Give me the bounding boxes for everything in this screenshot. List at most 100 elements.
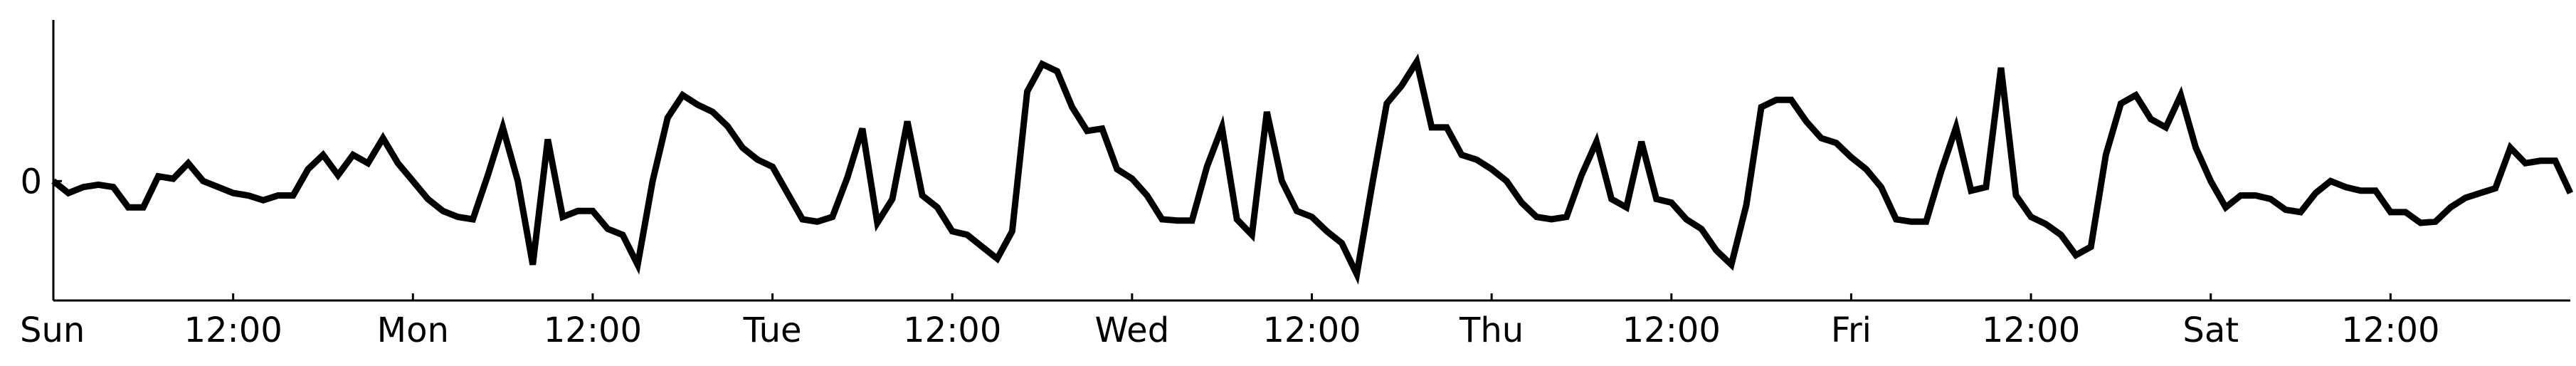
data-point [1506,180,1507,182]
data-point [562,216,564,218]
data-point [142,206,144,208]
data-point [667,117,668,118]
x-tick-label: 12:00 [544,310,642,350]
data-point [981,246,983,248]
data-point [1356,273,1358,275]
data-point [817,221,818,222]
data-point [157,176,159,177]
data-point [1671,202,1672,203]
data-point [832,216,833,218]
data-point [1731,264,1732,266]
x-tick-label: Sun [20,310,85,350]
x-tick-label: Tue [743,310,802,350]
data-point [1626,206,1627,208]
x-tick-label: 12:00 [903,310,1001,350]
data-point [1386,103,1388,104]
data-point [547,139,549,140]
data-point [936,206,938,208]
data-point [1176,220,1178,221]
data-point [203,180,204,182]
data-point [2495,187,2496,189]
x-tick-label: 12:00 [1982,310,2080,350]
data-point [1191,220,1193,221]
data-point [1161,219,1163,220]
data-point [1761,106,1762,108]
data-point [1835,142,1837,144]
data-point [127,206,129,208]
x-tick-label: Fri [1831,310,1872,350]
data-point [1805,121,1807,122]
data-point [97,184,99,185]
data-point [2510,147,2511,148]
data-point [1311,216,1312,218]
data-point [532,264,534,266]
data-point [2330,180,2331,182]
data-point [2195,147,2197,148]
data-point [2240,195,2242,196]
data-point [1581,174,1582,176]
data-point [2405,211,2406,213]
data-point [53,180,54,182]
chart-axes [52,20,2570,302]
x-tick-label: Thu [1459,310,1524,350]
x-tick-label: 12:00 [2341,310,2439,350]
data-point [787,192,788,194]
data-point [907,121,908,122]
data-point [1536,216,1537,218]
x-tick-label: 12:00 [1622,310,1721,350]
data-point [2225,206,2227,208]
data-point [292,195,294,196]
data-point [2480,192,2481,194]
data-point [2015,195,2017,196]
data-point [922,195,923,196]
data-point [712,111,713,113]
data-point [2360,190,2361,192]
data-point [1970,190,1972,192]
x-tick-label: Wed [1095,310,1170,350]
data-point [847,177,848,178]
data-point [1566,216,1567,218]
data-point [802,219,803,220]
data-point [2255,195,2256,196]
data-point [2375,190,2376,192]
x-tick-label: Mon [377,310,449,350]
data-point [1521,202,1522,203]
data-point [337,174,339,176]
data-point [2420,222,2421,224]
x-tick-label: 12:00 [1262,310,1361,350]
data-point [1401,85,1403,86]
data-point [727,125,728,127]
data-point [2570,192,2571,194]
chart-series [51,53,2574,285]
data-point [2030,216,2032,218]
data-point [1146,195,1148,196]
series-line [51,53,2574,285]
data-point [1027,91,1028,93]
data-point [1746,204,1747,206]
data-point [487,174,489,176]
data-point [1820,137,1822,139]
data-point [367,162,369,164]
data-point [2060,234,2062,236]
y-tick-label: 0 [20,162,42,202]
data-point [517,180,519,182]
x-tick-label: Sat [2182,310,2239,350]
x-tick-label: 12:00 [184,310,282,350]
data-point [382,137,384,139]
data-point [2450,206,2451,208]
data-point [1416,61,1418,63]
data-point [2435,221,2436,222]
data-point [188,162,189,164]
data-point [742,147,743,148]
data-point [1551,219,1552,220]
data-point [2150,118,2151,120]
data-point [996,258,998,259]
data-point [2390,211,2391,213]
data-point [68,192,69,194]
data-point [2465,197,2466,199]
x-axis-ticks: Sun 12:00 Mon 12:00 Tue 12:00 Wed 12:00 Thu 12:00… [20,293,2440,350]
data-point [966,234,968,236]
data-point [2210,180,2212,182]
data-point [1341,243,1343,244]
